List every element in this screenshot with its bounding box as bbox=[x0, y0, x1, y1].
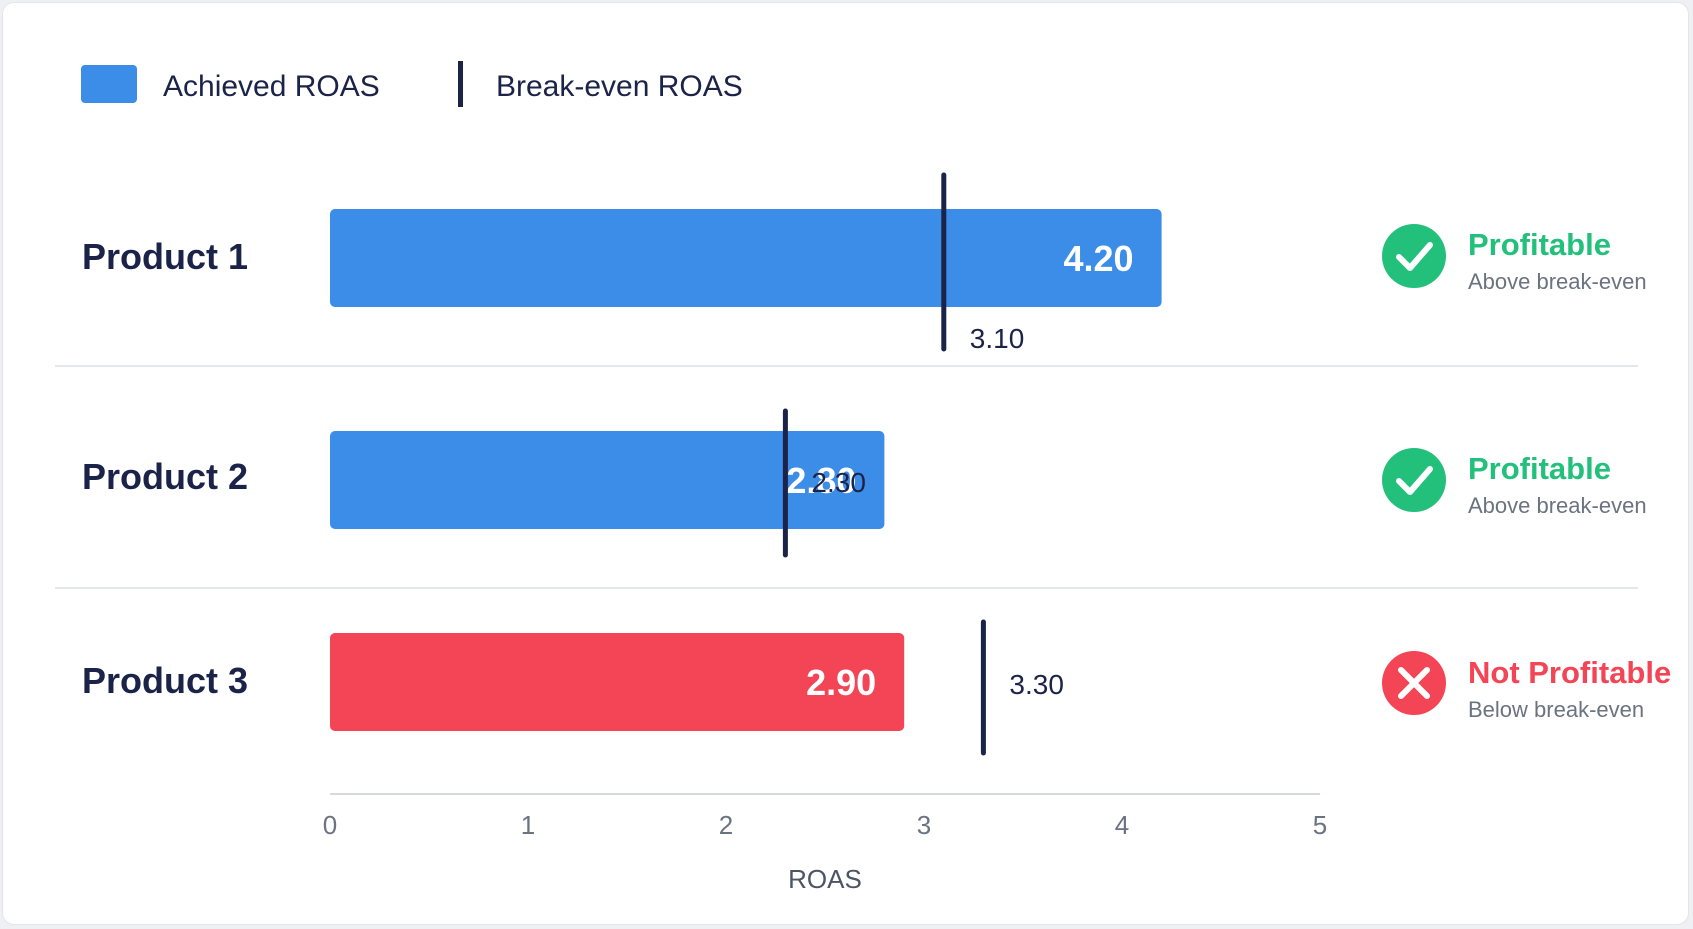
check-mark bbox=[1396, 466, 1433, 495]
break-even-label: 2.30 bbox=[811, 467, 866, 498]
product-label: Product 3 bbox=[82, 660, 248, 701]
x-tick-label: 2 bbox=[719, 810, 733, 840]
legend-label-achieved: Achieved ROAS bbox=[163, 70, 380, 103]
status-title: Profitable bbox=[1468, 227, 1611, 262]
x-mark bbox=[1398, 667, 1430, 699]
roas-chart: Achieved ROAS Break-even ROAS Product 1 … bbox=[55, 61, 1671, 894]
legend-swatch-achieved bbox=[81, 65, 137, 103]
x-tick-label: 0 bbox=[323, 810, 337, 840]
check-circle-icon bbox=[1382, 224, 1446, 288]
status-title: Profitable bbox=[1468, 451, 1611, 486]
achieved-bar bbox=[330, 633, 905, 731]
status-row: Profitable Above break-even bbox=[1382, 224, 1647, 294]
status-subtitle: Above break-even bbox=[1468, 493, 1647, 518]
x-tick-label: 3 bbox=[917, 810, 931, 840]
break-even-label: 3.10 bbox=[970, 323, 1025, 354]
x-tick-label: 4 bbox=[1115, 810, 1129, 840]
legend-swatch-break-even bbox=[458, 61, 463, 107]
check-circle-icon bbox=[1382, 448, 1446, 512]
achieved-value-label: 2.80 bbox=[786, 460, 856, 501]
achieved-value-label: 4.20 bbox=[1064, 238, 1134, 279]
product-label: Product 1 bbox=[82, 236, 248, 277]
status-subtitle: Below break-even bbox=[1468, 697, 1644, 722]
legend-label-break-even: Break-even ROAS bbox=[496, 70, 743, 103]
status-row: Profitable Above break-even bbox=[1382, 448, 1647, 518]
x-tick-label: 5 bbox=[1313, 810, 1327, 840]
status-title: Not Profitable bbox=[1468, 655, 1671, 690]
achieved-bar bbox=[330, 209, 1162, 307]
break-even-label: 3.30 bbox=[1009, 669, 1064, 700]
status-row: Not Profitable Below break-even bbox=[1382, 651, 1671, 722]
check-mark bbox=[1396, 242, 1433, 271]
product-label: Product 2 bbox=[82, 456, 248, 497]
legend: Achieved ROAS Break-even ROAS bbox=[81, 61, 743, 107]
x-axis-title: ROAS bbox=[788, 864, 862, 894]
x-tick-label: 1 bbox=[521, 810, 535, 840]
achieved-value-label: 2.90 bbox=[806, 662, 876, 703]
achieved-bar bbox=[330, 431, 885, 529]
status-subtitle: Above break-even bbox=[1468, 269, 1647, 294]
